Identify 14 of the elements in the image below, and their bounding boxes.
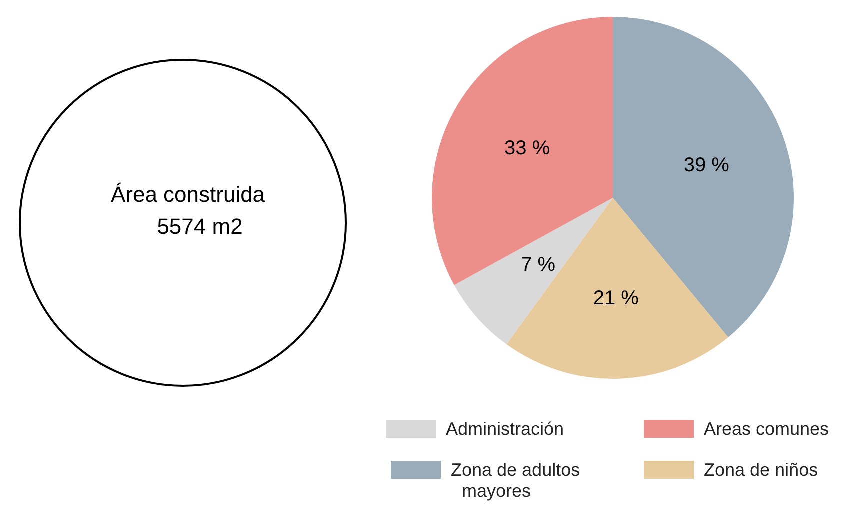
data-label: 21 % — [593, 288, 640, 310]
data-label: 39 % — [684, 154, 730, 176]
pie-slice — [506, 198, 728, 379]
data-label: 33 % — [504, 137, 550, 160]
text: 5574 m2 — [157, 214, 243, 239]
legend-label: Zona de adultos mayores — [451, 460, 580, 501]
legend-label: Areas comunes — [704, 419, 830, 439]
data-label: 7 % — [521, 254, 556, 276]
legend-label: Zona de niños — [704, 460, 818, 480]
pie-slice — [613, 17, 794, 338]
pie-slice — [432, 17, 613, 286]
pie-slice — [454, 198, 613, 344]
text: Área construida — [110, 182, 266, 207]
legend-label: Administración — [446, 419, 564, 439]
